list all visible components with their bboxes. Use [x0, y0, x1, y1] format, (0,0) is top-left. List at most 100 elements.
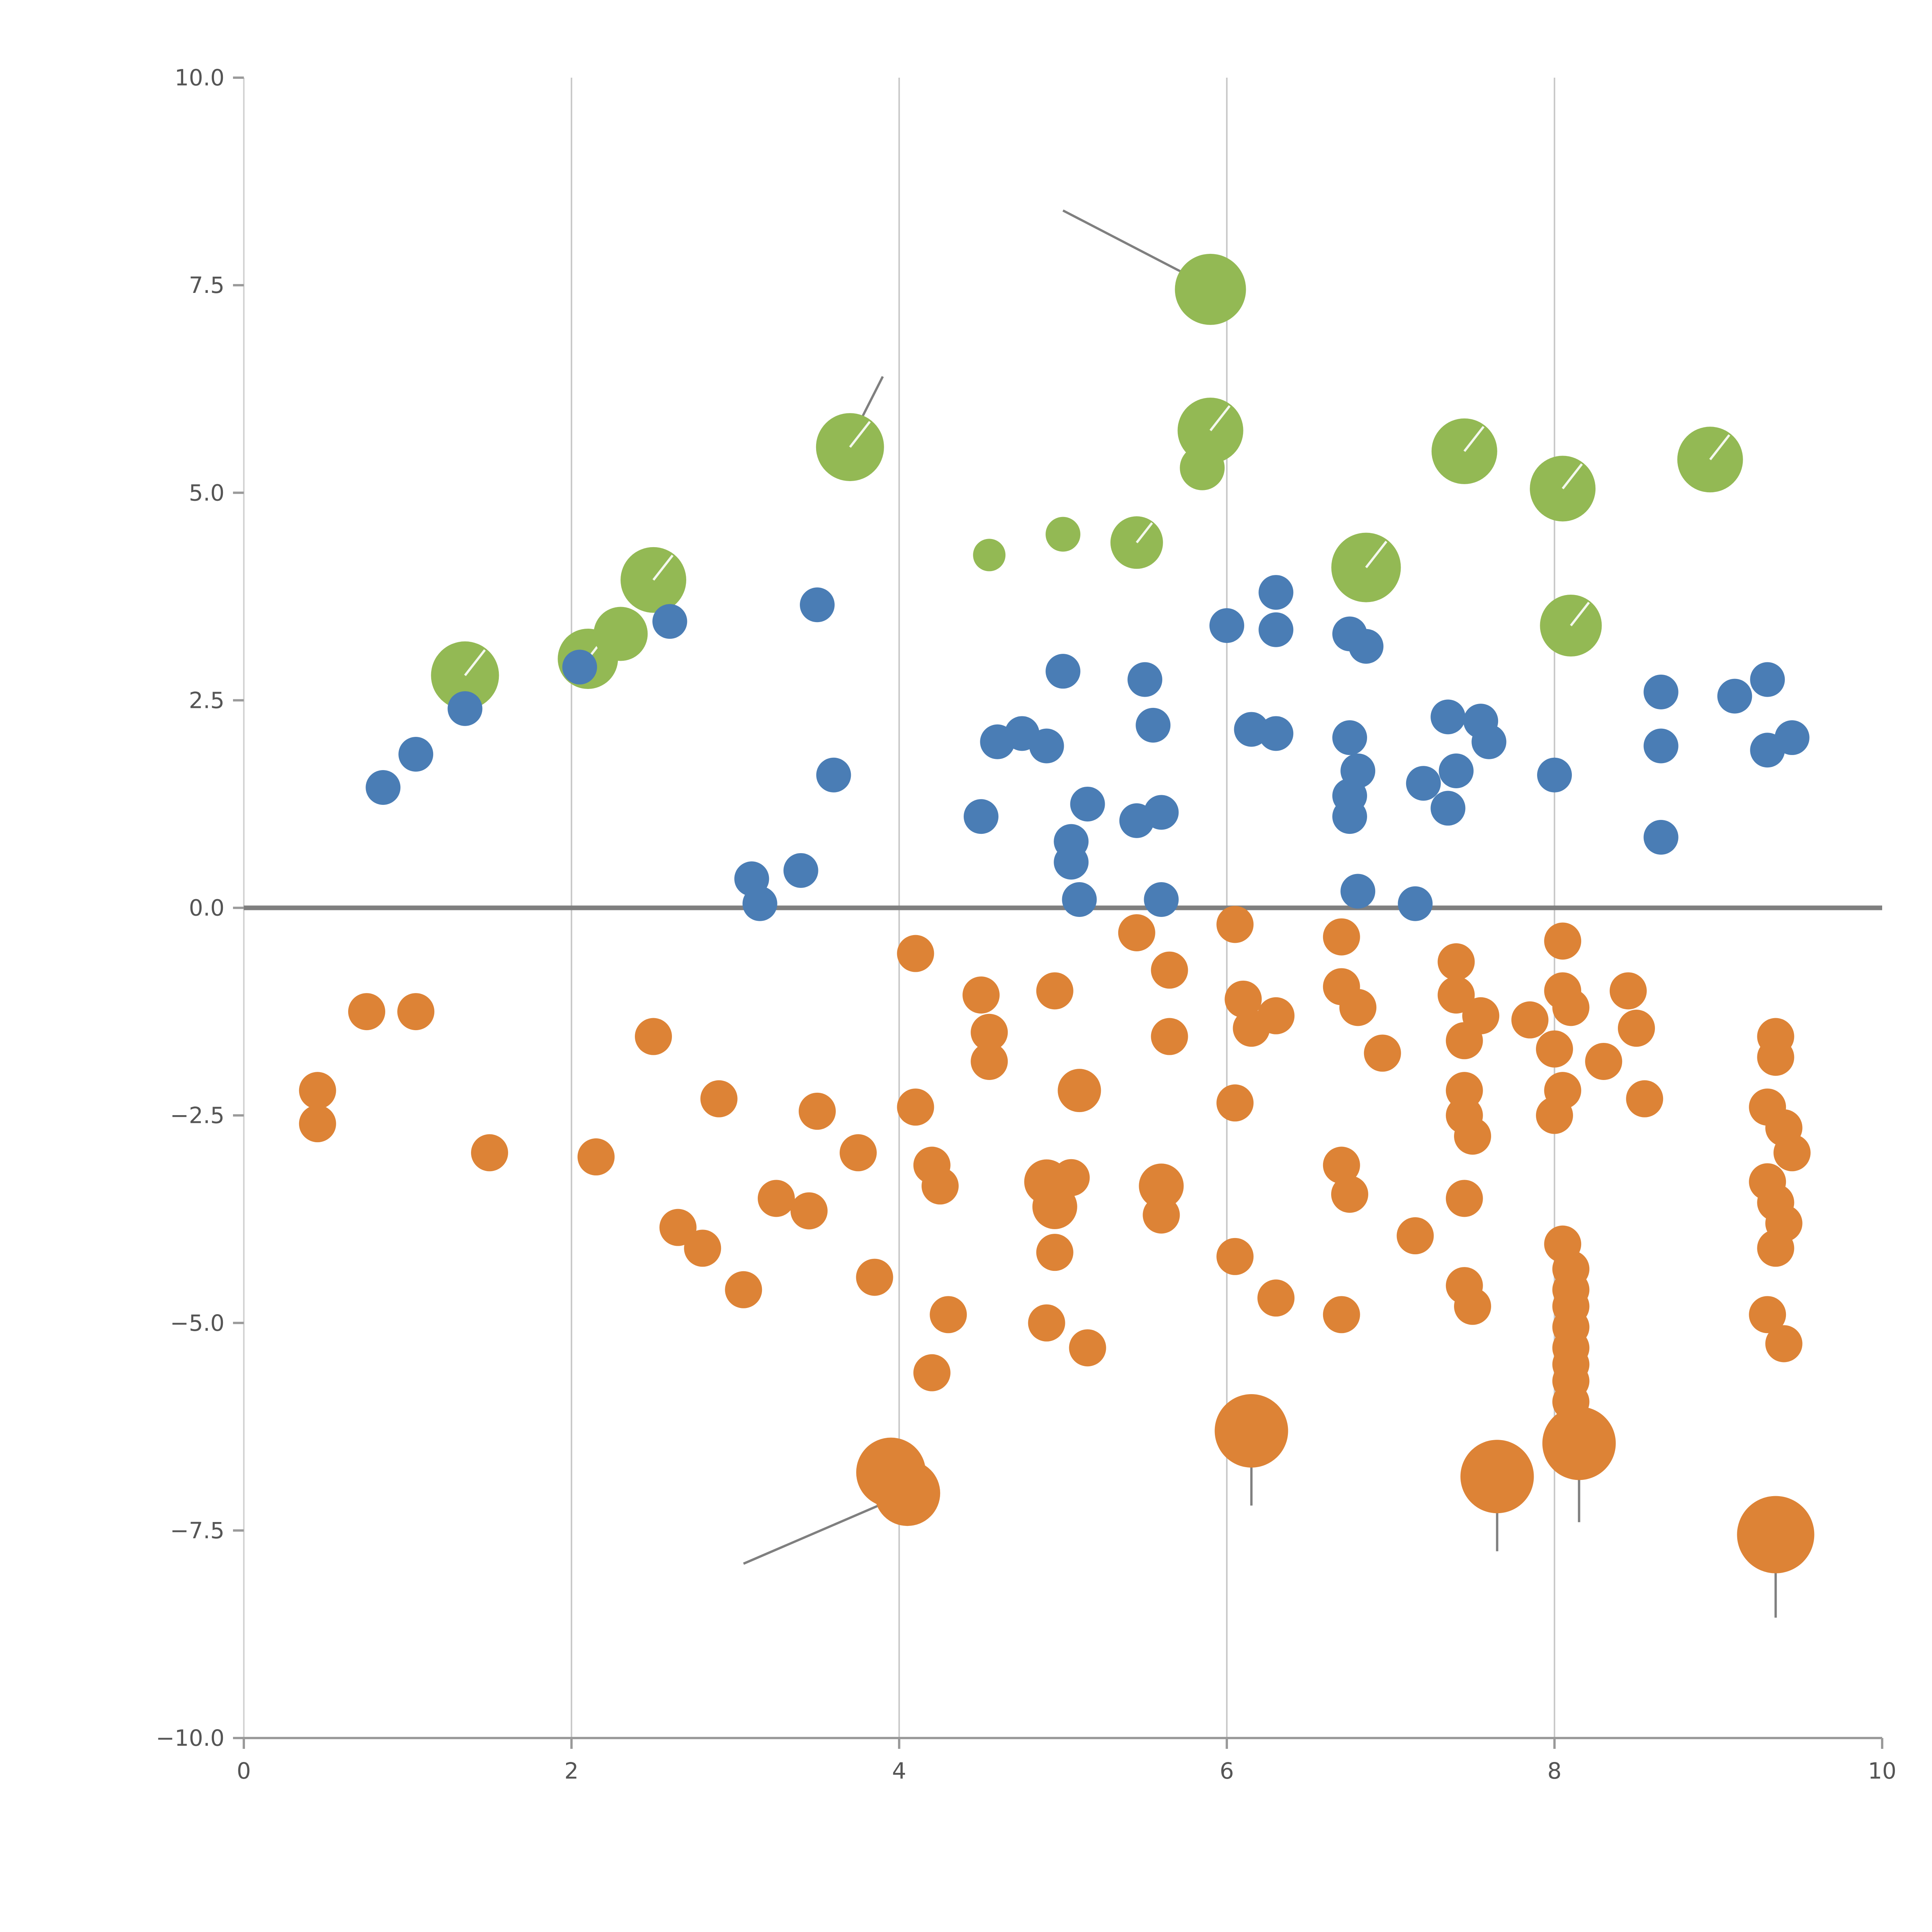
scatter-point-group-blue: [366, 770, 401, 805]
x-tick-label: 4: [892, 1758, 906, 1784]
scatter-point-group-blue: [562, 650, 597, 685]
y-tick-label: −10.0: [156, 1725, 224, 1751]
scatter-point-group-orange: [971, 1014, 1008, 1051]
scatter-point-group-orange: [1454, 1287, 1491, 1325]
scatter-point-group-blue: [1029, 728, 1064, 764]
scatter-point-group-orange: [1536, 1097, 1573, 1134]
scatter-point-group-orange: [913, 1354, 951, 1391]
scatter-point-group-orange: [1032, 1184, 1077, 1229]
scatter-point-group-orange: [930, 1296, 967, 1333]
scatter-point-group-orange: [963, 976, 1000, 1014]
scatter-point-group-green: [1046, 517, 1080, 552]
marker-pointer-line: [1209, 405, 1231, 431]
marker-pointer-line: [1570, 602, 1590, 626]
scatter-point-group-blue: [1332, 720, 1367, 755]
scatter-point-group-orange: [1544, 922, 1582, 960]
scatter-point-group-blue: [1340, 874, 1376, 909]
scatter-point-group-blue: [1750, 662, 1785, 697]
scatter-point-group-orange: [397, 993, 435, 1031]
y-tick-label: −5.0: [170, 1310, 224, 1336]
marker-pointer-line: [1561, 463, 1583, 490]
scatter-point-group-blue: [1398, 886, 1433, 921]
scatter-point-group-orange: [1214, 1394, 1288, 1468]
marker-pointer-line: [464, 649, 486, 676]
scatter-point-group-orange: [874, 1460, 940, 1526]
scatter-point-group-blue: [1406, 766, 1441, 801]
y-tick-label: 0.0: [189, 895, 224, 921]
scatter-point-group-orange: [1552, 989, 1590, 1026]
scatter-point-group-orange: [1511, 1001, 1549, 1039]
y-tick-label: 2.5: [189, 687, 224, 713]
scatter-point-group-blue: [1259, 612, 1294, 647]
scatter-point-group-blue: [1144, 882, 1179, 917]
scatter-point-group-orange: [1364, 1034, 1401, 1072]
scatter-point-group-blue: [1209, 608, 1244, 643]
scatter-point-group-orange: [1437, 976, 1475, 1014]
scatter-point-group-blue: [1643, 674, 1679, 709]
scatter-point-group-orange: [700, 1080, 738, 1117]
scatter-point-group-orange: [659, 1209, 697, 1246]
scatter-point-group-blue: [1643, 820, 1679, 855]
scatter-point-group-orange: [856, 1259, 893, 1296]
marker-pointer-line: [1463, 426, 1485, 452]
scatter-point-group-orange: [1460, 1440, 1534, 1514]
scatter-point-group-orange: [790, 1192, 828, 1230]
scatter-point-group-orange: [1339, 989, 1377, 1026]
scatter-point-group-orange: [1757, 1230, 1794, 1267]
x-tick-label: 8: [1548, 1758, 1562, 1784]
scatter-point-group-orange: [1257, 1279, 1295, 1317]
scatter-point-group-orange: [971, 1043, 1008, 1080]
scatter-point-group-blue: [1136, 707, 1171, 743]
scatter-point-group-orange: [684, 1230, 721, 1267]
scatter-point-group-orange: [1143, 1196, 1180, 1234]
scatter-point-group-orange: [1323, 1146, 1360, 1184]
scatter-point-group-orange: [1139, 1163, 1184, 1209]
scatter-point-group-orange: [1626, 1080, 1663, 1117]
scatter-point-group-orange: [1151, 951, 1188, 989]
scatter-point-group-blue: [1349, 629, 1384, 664]
scatter-point-group-orange: [577, 1138, 615, 1176]
x-tick-label: 10: [1868, 1758, 1896, 1784]
marker-pointer-line: [1709, 434, 1730, 461]
scatter-point-group-orange: [840, 1134, 877, 1172]
scatter-point-group-orange: [1757, 1039, 1794, 1076]
scatter-point-group-orange: [1118, 914, 1155, 951]
scatter-point-group-blue: [1471, 724, 1507, 759]
scatter-point-group-orange: [922, 1167, 959, 1205]
scatter-point-group-orange: [1396, 1217, 1434, 1255]
scatter-point-group-orange: [1462, 997, 1500, 1034]
scatter-point-group-orange: [1257, 997, 1295, 1034]
scatter-point-group-orange: [1536, 1030, 1573, 1068]
scatter-point-group-orange: [1323, 918, 1360, 956]
y-tick-label: 7.5: [189, 272, 224, 298]
scatter-point-group-orange: [1028, 1304, 1065, 1342]
scatter-point-group-blue: [800, 587, 835, 622]
scatter-point-group-blue: [398, 737, 434, 772]
y-tick-label: −2.5: [170, 1102, 224, 1129]
scatter-point-group-orange: [299, 1105, 336, 1143]
scatter-point-group-orange: [1765, 1325, 1803, 1362]
scatter-point-group-orange: [1454, 1117, 1491, 1155]
scatter-point-group-blue: [1774, 720, 1810, 755]
scatter-point-group-green: [594, 607, 648, 661]
scatter-point-group-orange: [1036, 972, 1073, 1010]
scatter-point-group-orange: [471, 1134, 508, 1172]
scatter-point-group-orange: [1773, 1134, 1811, 1172]
scatter-point-group-orange: [897, 1088, 934, 1126]
scatter-point-group-orange: [1323, 1296, 1360, 1333]
marker-pointer-line: [1136, 522, 1153, 544]
scatter-point-group-orange: [799, 1092, 836, 1130]
scatter-point-group-blue: [447, 691, 483, 726]
scatter-point-group-blue: [742, 886, 777, 921]
scatter-point-group-blue: [1259, 716, 1294, 751]
scatter-point-group-orange: [1151, 1018, 1188, 1055]
scatter-point-group-orange: [635, 1018, 672, 1055]
scatter-point-group-blue: [1259, 575, 1294, 610]
scatter-point-group-blue: [816, 757, 851, 793]
scatter-point-group-orange: [1749, 1296, 1786, 1333]
scatter-point-group-blue: [1439, 753, 1474, 788]
scatter-point-group-green: [1180, 445, 1225, 490]
